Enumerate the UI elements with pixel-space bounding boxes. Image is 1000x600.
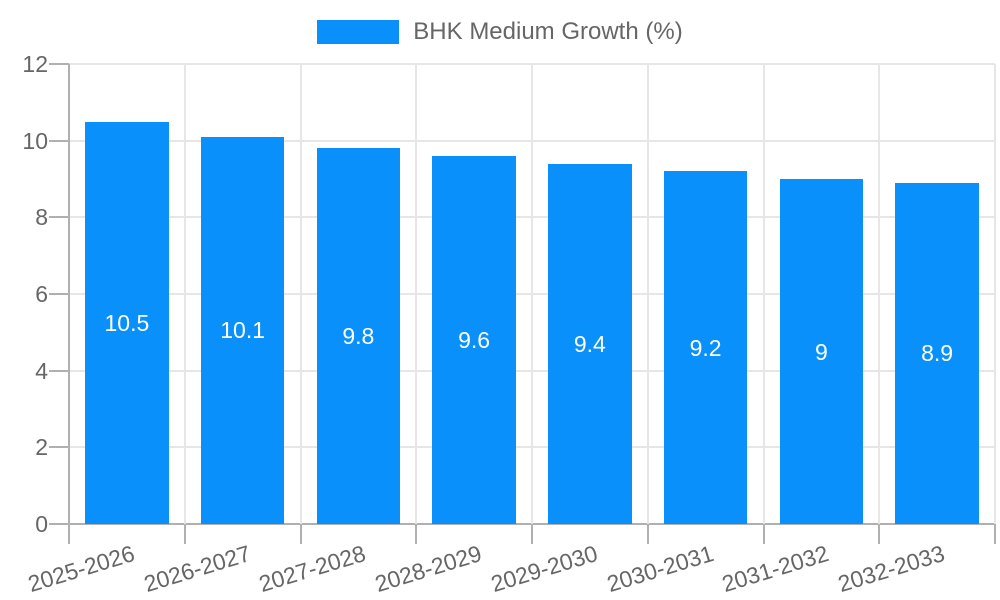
y-axis-line [68,64,70,524]
x-tick-label: 2030-2031 [603,540,717,598]
bar[interactable] [200,136,285,524]
bar[interactable] [316,148,401,524]
x-tick-label: 2025-2026 [24,540,138,598]
y-tick-mark [49,523,69,525]
x-gridline [531,64,533,524]
bar[interactable] [663,171,748,524]
x-gridline [646,64,649,524]
bar[interactable] [548,163,632,524]
y-tick-mark [49,63,69,65]
y-tick-mark [49,446,69,449]
x-gridline [878,64,881,524]
y-tick-label: 0 [35,511,48,537]
x-tick-mark [646,524,649,544]
x-gridline [762,64,765,524]
x-tick-label: 2028-2029 [371,540,485,598]
x-tick-mark [994,524,996,544]
x-tick-mark [762,524,765,544]
bar[interactable] [85,121,169,524]
x-tick-label: 2032-2033 [834,540,948,598]
chart-legend[interactable]: BHK Medium Growth (%) [0,18,1000,46]
y-tick-label: 2 [35,434,48,461]
x-tick-label: 2027-2028 [256,540,369,598]
y-tick-label: 4 [35,357,48,384]
x-tick-mark [531,524,533,544]
x-gridline [183,64,186,524]
y-tick-mark [49,216,69,219]
bar[interactable] [432,156,516,524]
y-tick-label: 12 [22,51,48,77]
x-tick-mark [299,524,302,544]
x-gridline [415,64,418,524]
x-tick-mark [183,524,186,544]
x-tick-mark [415,524,418,544]
y-tick-label: 8 [35,204,48,231]
x-gridline [299,64,302,524]
bar[interactable] [895,182,979,524]
x-tick-label: 2031-2032 [719,540,832,598]
bar[interactable] [779,179,864,524]
x-tick-label: 2029-2030 [487,540,601,598]
y-tick-mark [49,369,69,372]
x-tick-mark [68,524,70,544]
x-tick-mark [878,524,881,544]
legend-swatch-icon [317,20,400,44]
y-tick-label: 6 [35,281,48,307]
x-gridline [994,64,996,524]
legend-label: BHK Medium Growth (%) [413,18,683,45]
y-tick-mark [49,139,69,142]
x-tick-label: 2026-2027 [140,540,254,598]
y-tick-label: 10 [22,127,48,154]
y-tick-mark [49,293,69,295]
